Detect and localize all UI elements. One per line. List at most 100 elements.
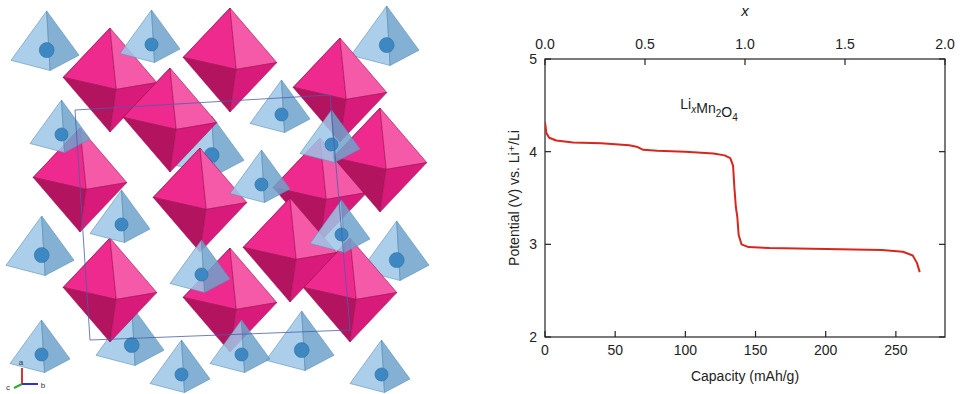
octahedron-face [350, 293, 397, 342]
octahedron-face [200, 148, 247, 209]
octahedron [123, 68, 217, 172]
x-axis-label: Capacity (mAh/g) [691, 368, 799, 384]
y-tick-label: 2 [529, 329, 537, 345]
octahedron-face [380, 108, 427, 169]
x2-tick [944, 59, 945, 65]
y-tick [939, 336, 945, 337]
x-tick-label: 50 [607, 342, 623, 358]
y-tick [939, 151, 945, 152]
x-tick-label: 200 [814, 342, 838, 358]
y-tick-label: 4 [529, 144, 537, 160]
y-tick [545, 336, 551, 337]
tetrahedron-face [397, 221, 429, 281]
tetrahedron [350, 340, 410, 393]
x2-tick-label: 1.5 [835, 36, 855, 52]
chart: 0501001502002500.00.51.01.52.02345Capaci… [506, 2, 955, 384]
octahedron-face [200, 203, 247, 252]
tetrahedron-face [120, 10, 155, 63]
tetrahedron-face [90, 190, 125, 243]
x-tick-label: 0 [541, 342, 549, 358]
figure: acb0501001502002500.00.51.01.52.02345Cap… [0, 0, 961, 394]
tetrahedron-face [282, 80, 311, 133]
octahedron [183, 8, 277, 112]
tetrahedron-face [42, 320, 71, 373]
tetrahedron-face [351, 6, 390, 66]
octahedron-face [303, 287, 356, 342]
li-atom [124, 338, 139, 353]
annotation-part: Li [680, 96, 691, 112]
axis-indicator: acb [6, 358, 46, 392]
tetrahedron-face [170, 240, 205, 293]
y-tick [939, 58, 945, 59]
li-atom [294, 343, 309, 358]
tetrahedron-face [150, 340, 185, 393]
octahedron-face [230, 8, 277, 69]
tetrahedron-face [42, 216, 74, 276]
x-tick [615, 331, 616, 337]
x-tick [825, 331, 826, 337]
tetrahedron-face [302, 311, 334, 371]
octahedron [243, 198, 337, 302]
octahedron-face [380, 163, 427, 212]
octahedron-face [170, 123, 217, 172]
octahedron-face [153, 197, 206, 252]
x-tick [544, 331, 545, 337]
x-tick-label: 100 [674, 342, 698, 358]
tetrahedron-face [6, 216, 45, 276]
tetrahedron [250, 80, 310, 133]
annotation-subscript: 4 [732, 112, 738, 123]
tetrahedron-face [342, 200, 371, 253]
axis-indicator-label: a [19, 358, 24, 367]
tetrahedron [11, 11, 79, 71]
y-tick [545, 151, 551, 152]
axis-arrow [22, 383, 38, 385]
li-atom [275, 108, 288, 121]
octahedron-face [110, 238, 157, 299]
li-atom [255, 178, 268, 191]
tetrahedron [170, 240, 230, 293]
tetrahedron-face [10, 320, 45, 373]
li-atom [375, 368, 388, 381]
tetrahedron-face [332, 110, 361, 163]
li-atom [35, 348, 48, 361]
octahedron-face [340, 38, 387, 99]
x-tick [755, 331, 756, 337]
y-tick [545, 58, 551, 59]
plot-area [545, 122, 920, 272]
tetrahedron-face [387, 6, 419, 66]
axis-arrow [21, 368, 23, 384]
li-atom [325, 138, 338, 151]
octahedron-face [33, 177, 86, 232]
canvas: acb0501001502002500.00.51.01.52.02345Cap… [0, 0, 961, 394]
li-atom [195, 268, 208, 281]
x-tick-label: 150 [744, 342, 768, 358]
tetrahedron-face [300, 110, 335, 163]
tetrahedron-face [230, 150, 265, 203]
octahedron [333, 108, 427, 212]
y-axis-label: Potential (V) vs. Li⁺/Li [506, 130, 522, 266]
x2-tick-label: 0.0 [535, 36, 555, 52]
annotation-part: O [721, 104, 732, 120]
tetrahedron [351, 6, 419, 66]
x2-tick-label: 2.0 [935, 36, 955, 52]
x2-tick [644, 59, 645, 65]
tetrahedron [120, 10, 180, 63]
y-tick [545, 244, 551, 245]
x-tick [685, 331, 686, 337]
x-tick-label: 250 [884, 342, 908, 358]
x-tick [895, 331, 896, 337]
tetrahedron-face [210, 320, 245, 373]
tetrahedron-face [132, 306, 164, 366]
li-atom [379, 38, 394, 53]
plot-frame [545, 59, 945, 337]
li-atom [55, 128, 68, 141]
x2-tick [844, 59, 845, 65]
tetrahedron-face [30, 100, 65, 153]
tetrahedron-face [266, 311, 305, 371]
tetrahedron-face [152, 10, 181, 63]
x2-tick [744, 59, 745, 65]
tetrahedron-face [350, 340, 385, 393]
tetrahedron [230, 150, 290, 203]
tetrahedron-face [47, 11, 79, 71]
crystal-structure [6, 6, 429, 393]
